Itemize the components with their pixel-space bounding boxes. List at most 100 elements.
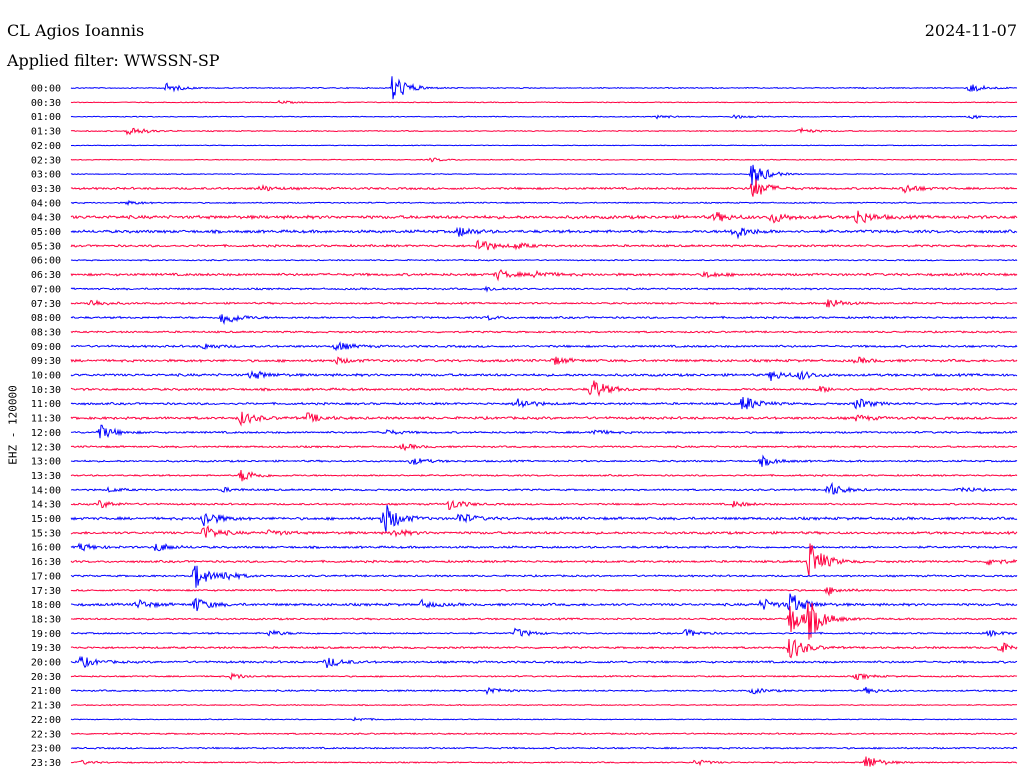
time-label-0200: 02:00 [31, 141, 61, 152]
trace-0000 [70, 76, 1018, 100]
time-label-2000: 20:00 [31, 658, 61, 669]
time-label-0630: 06:30 [31, 270, 61, 281]
trace-2130 [70, 703, 1018, 707]
time-label-0000: 00:00 [31, 84, 61, 95]
time-label-1000: 10:00 [31, 371, 61, 382]
trace-1000 [70, 369, 1018, 381]
trace-2030 [70, 672, 1018, 681]
trace-2200 [70, 716, 1018, 722]
trace-1930 [70, 639, 1018, 659]
trace-0700 [70, 285, 1018, 293]
trace-1530 [70, 524, 1018, 538]
trace-0400 [70, 199, 1018, 206]
time-label-2030: 20:30 [31, 672, 61, 683]
trace-1730 [70, 587, 1018, 597]
trace-1600 [70, 542, 1018, 552]
trace-0930 [70, 356, 1018, 366]
time-label-1800: 18:00 [31, 600, 61, 611]
time-label-1230: 12:30 [31, 442, 61, 453]
record-date: 2024-11-07 [924, 21, 1017, 40]
trace-1100 [70, 397, 1018, 410]
trace-0230 [70, 157, 1018, 163]
time-label-2200: 22:00 [31, 715, 61, 726]
time-label-1100: 11:00 [31, 399, 61, 410]
trace-0330 [70, 179, 1018, 197]
time-label-1430: 14:30 [31, 500, 61, 511]
time-label-0930: 09:30 [31, 356, 61, 367]
time-label-0100: 01:00 [31, 112, 61, 123]
trace-0200 [70, 144, 1018, 147]
time-label-0130: 01:30 [31, 127, 61, 138]
time-label-0830: 08:30 [31, 327, 61, 338]
trace-0730 [70, 299, 1018, 308]
time-label-0600: 06:00 [31, 256, 61, 267]
time-label-1330: 13:30 [31, 471, 61, 482]
trace-2300 [70, 746, 1018, 750]
time-label-1600: 16:00 [31, 543, 61, 554]
time-label-1900: 19:00 [31, 629, 61, 640]
trace-0030 [70, 99, 1018, 104]
time-label-0500: 05:00 [31, 227, 61, 238]
trace-1230 [70, 443, 1018, 452]
trace-2000 [70, 655, 1018, 669]
trace-0300 [70, 164, 1018, 186]
trace-0900 [70, 341, 1018, 352]
time-label-1130: 11:30 [31, 414, 61, 425]
time-label-1300: 13:00 [31, 457, 61, 468]
time-label-2300: 23:00 [31, 744, 61, 755]
station-name: CL Agios Ioannis [7, 21, 145, 40]
time-label-2330: 23:30 [31, 758, 61, 769]
trace-0100 [70, 114, 1018, 120]
trace-0500 [70, 226, 1018, 240]
trace-2100 [70, 686, 1018, 696]
trace-2230 [70, 732, 1018, 736]
time-label-2230: 22:30 [31, 729, 61, 740]
time-label-1400: 14:00 [31, 485, 61, 496]
time-label-0030: 00:30 [31, 98, 61, 109]
trace-1300 [70, 454, 1018, 467]
time-label-1200: 12:00 [31, 428, 61, 439]
time-label-0700: 07:00 [31, 284, 61, 295]
time-label-0400: 04:00 [31, 198, 61, 209]
time-label-0800: 08:00 [31, 313, 61, 324]
trace-0830 [70, 330, 1018, 334]
trace-1830 [70, 602, 1018, 640]
time-label-0330: 03:30 [31, 184, 61, 195]
trace-1400 [70, 481, 1018, 495]
trace-1030 [70, 380, 1018, 397]
trace-0530 [70, 239, 1018, 251]
trace-0800 [70, 314, 1018, 326]
time-label-0230: 02:30 [31, 155, 61, 166]
time-label-1030: 10:30 [31, 385, 61, 396]
trace-1700 [70, 565, 1018, 588]
trace-1200 [70, 424, 1018, 439]
trace-1630 [70, 543, 1018, 577]
trace-1330 [70, 470, 1018, 482]
time-label-1630: 16:30 [31, 557, 61, 568]
time-label-0730: 07:30 [31, 299, 61, 310]
trace-1900 [70, 627, 1018, 638]
time-label-0430: 04:30 [31, 213, 61, 224]
trace-1430 [70, 499, 1018, 511]
trace-0630 [70, 269, 1018, 282]
trace-0600 [70, 258, 1018, 262]
time-label-1700: 17:00 [31, 571, 61, 582]
filter-label: Applied filter: WWSSN-SP [7, 51, 220, 70]
time-label-0900: 09:00 [31, 342, 61, 353]
trace-2330 [70, 756, 1018, 767]
trace-0130 [70, 126, 1017, 136]
time-label-0530: 05:30 [31, 241, 61, 252]
time-label-2100: 21:00 [31, 686, 61, 697]
time-label-0300: 03:00 [31, 170, 61, 181]
trace-1500 [70, 505, 1018, 533]
time-label-2130: 21:30 [31, 701, 61, 712]
trace-1800 [70, 593, 1018, 612]
time-label-1830: 18:30 [31, 614, 61, 625]
time-label-1930: 19:30 [31, 643, 61, 654]
time-label-1730: 17:30 [31, 586, 61, 597]
time-label-1530: 15:30 [31, 528, 61, 539]
time-label-1500: 15:00 [31, 514, 61, 525]
trace-0430 [70, 210, 1018, 225]
trace-1130 [70, 411, 1018, 427]
